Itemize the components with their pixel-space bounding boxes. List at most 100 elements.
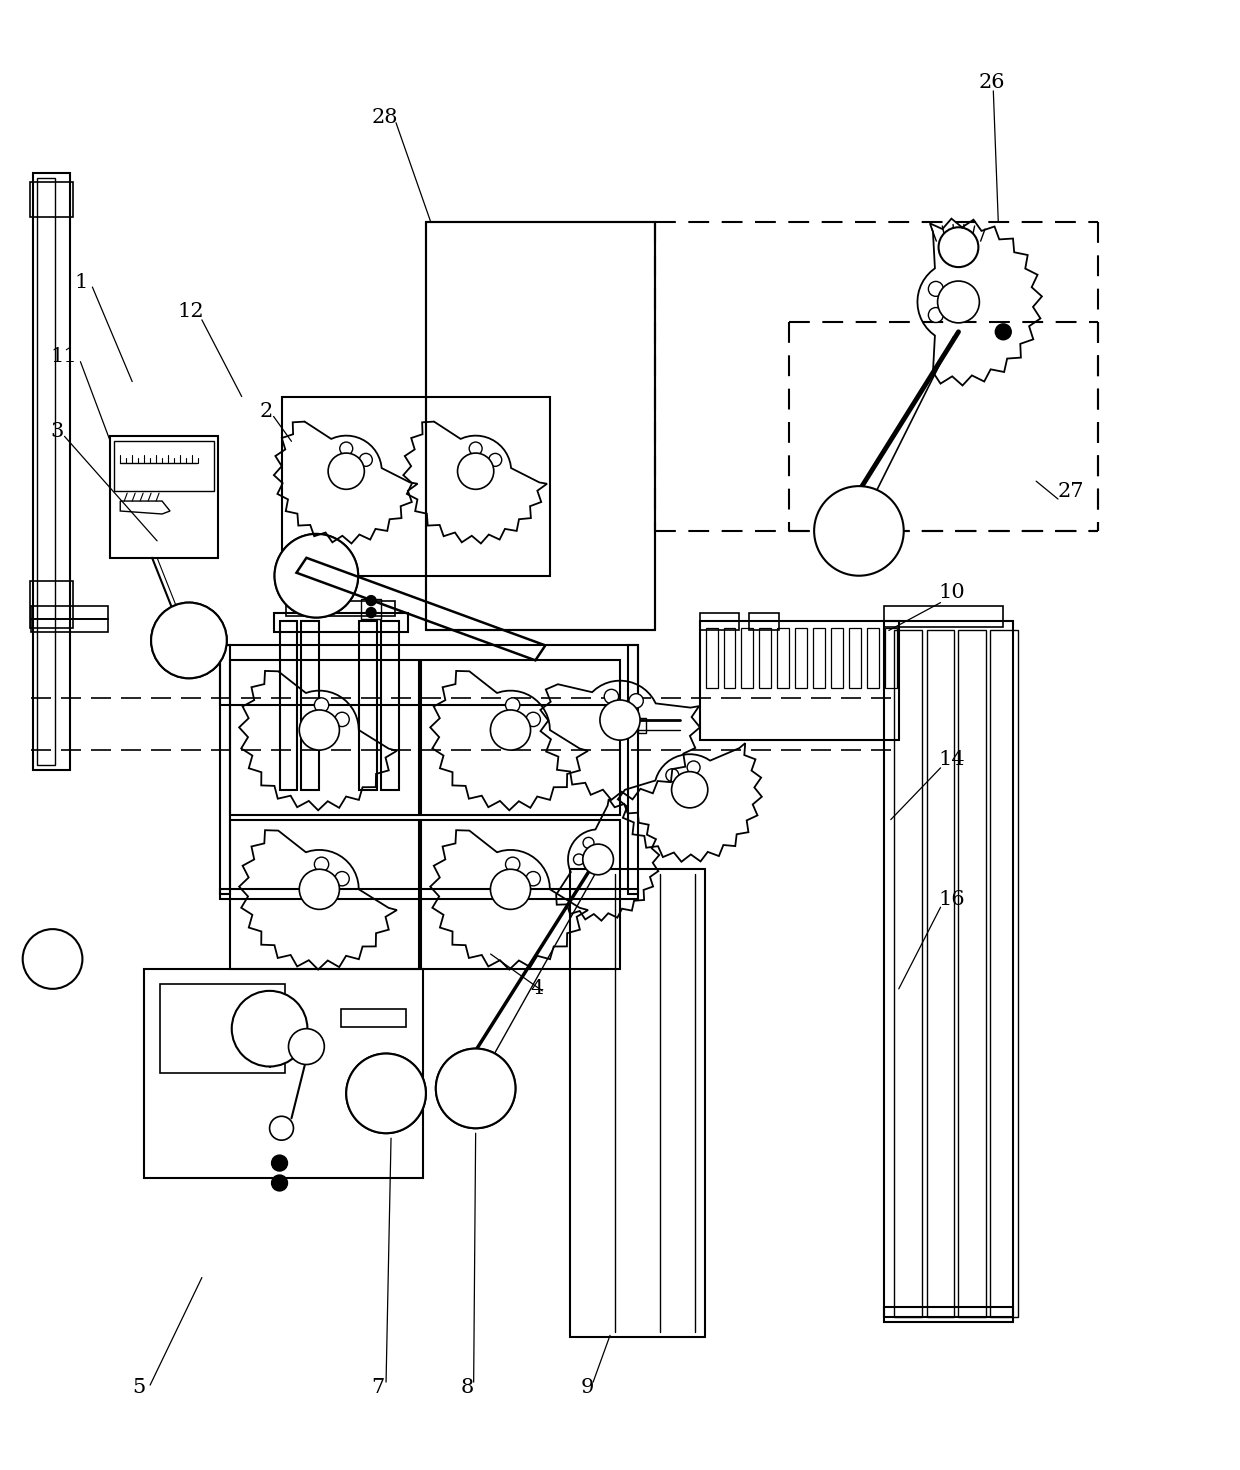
Circle shape: [272, 1155, 288, 1172]
Bar: [274, 613, 408, 632]
Circle shape: [435, 1048, 516, 1129]
Bar: [926, 631, 955, 1317]
Circle shape: [929, 307, 944, 322]
Circle shape: [329, 453, 365, 490]
Bar: [420, 820, 620, 969]
Bar: [219, 889, 637, 900]
Bar: [831, 629, 843, 688]
Bar: [301, 620, 320, 789]
Text: 28: 28: [371, 109, 398, 128]
Bar: [229, 820, 419, 969]
Bar: [30, 182, 73, 218]
Bar: [144, 969, 423, 1177]
Circle shape: [996, 323, 1012, 340]
Circle shape: [937, 281, 980, 323]
Bar: [37, 178, 55, 764]
Circle shape: [526, 872, 541, 886]
Text: 9: 9: [580, 1377, 594, 1396]
Bar: [699, 613, 739, 631]
Circle shape: [815, 487, 904, 576]
Circle shape: [22, 929, 82, 989]
Bar: [867, 629, 879, 688]
Circle shape: [469, 442, 482, 456]
Circle shape: [315, 698, 329, 711]
Bar: [884, 1307, 1013, 1323]
Bar: [360, 620, 377, 789]
Bar: [420, 660, 620, 814]
Circle shape: [289, 1029, 325, 1064]
Bar: [381, 620, 399, 789]
Bar: [219, 645, 637, 706]
Bar: [627, 645, 637, 894]
Text: 10: 10: [939, 584, 965, 603]
Text: 8: 8: [461, 1377, 474, 1396]
Circle shape: [340, 442, 352, 456]
Text: 7: 7: [371, 1377, 384, 1396]
Circle shape: [506, 698, 520, 711]
Circle shape: [687, 761, 701, 773]
Bar: [991, 631, 1018, 1317]
Bar: [959, 631, 986, 1317]
Bar: [31, 606, 108, 619]
Circle shape: [232, 991, 308, 1067]
Circle shape: [939, 228, 978, 268]
Text: 12: 12: [177, 303, 203, 322]
Text: 14: 14: [939, 750, 965, 769]
Circle shape: [458, 453, 494, 490]
Circle shape: [435, 1048, 516, 1129]
Circle shape: [346, 1054, 425, 1133]
Bar: [570, 869, 704, 1338]
Bar: [30, 581, 73, 629]
Circle shape: [604, 689, 619, 704]
Circle shape: [299, 710, 340, 750]
Circle shape: [573, 854, 584, 864]
Bar: [795, 629, 807, 688]
Bar: [894, 631, 921, 1317]
Text: 2: 2: [259, 401, 273, 420]
Bar: [160, 983, 284, 1073]
Circle shape: [346, 1054, 425, 1133]
Circle shape: [666, 769, 678, 782]
Text: 3: 3: [51, 422, 64, 441]
Bar: [699, 620, 899, 739]
Bar: [723, 629, 735, 688]
Bar: [759, 629, 771, 688]
Bar: [219, 645, 229, 894]
Circle shape: [583, 838, 594, 848]
Circle shape: [600, 700, 640, 739]
Bar: [884, 620, 1013, 1317]
Circle shape: [366, 595, 376, 606]
Circle shape: [335, 872, 350, 886]
Bar: [425, 222, 655, 631]
Bar: [229, 660, 419, 814]
Bar: [885, 629, 897, 688]
Bar: [361, 598, 381, 619]
Circle shape: [506, 857, 520, 872]
Circle shape: [151, 603, 227, 678]
Bar: [749, 613, 779, 631]
Circle shape: [526, 713, 541, 726]
Circle shape: [272, 1175, 288, 1191]
Circle shape: [274, 534, 358, 617]
Circle shape: [583, 844, 614, 875]
Circle shape: [335, 713, 350, 726]
Bar: [279, 620, 298, 789]
Bar: [281, 397, 551, 576]
Bar: [884, 606, 1003, 628]
Circle shape: [629, 694, 644, 709]
Bar: [31, 619, 108, 632]
Bar: [849, 629, 861, 688]
Circle shape: [315, 857, 329, 872]
Text: 4: 4: [531, 979, 543, 998]
Bar: [742, 629, 754, 688]
Bar: [777, 629, 789, 688]
Circle shape: [151, 603, 227, 678]
Circle shape: [491, 710, 531, 750]
Text: 26: 26: [978, 74, 1004, 93]
Text: 11: 11: [51, 347, 77, 366]
Text: 1: 1: [74, 272, 88, 291]
Text: 27: 27: [1058, 482, 1085, 501]
Bar: [285, 601, 396, 616]
Bar: [706, 629, 718, 688]
Circle shape: [269, 1116, 294, 1141]
